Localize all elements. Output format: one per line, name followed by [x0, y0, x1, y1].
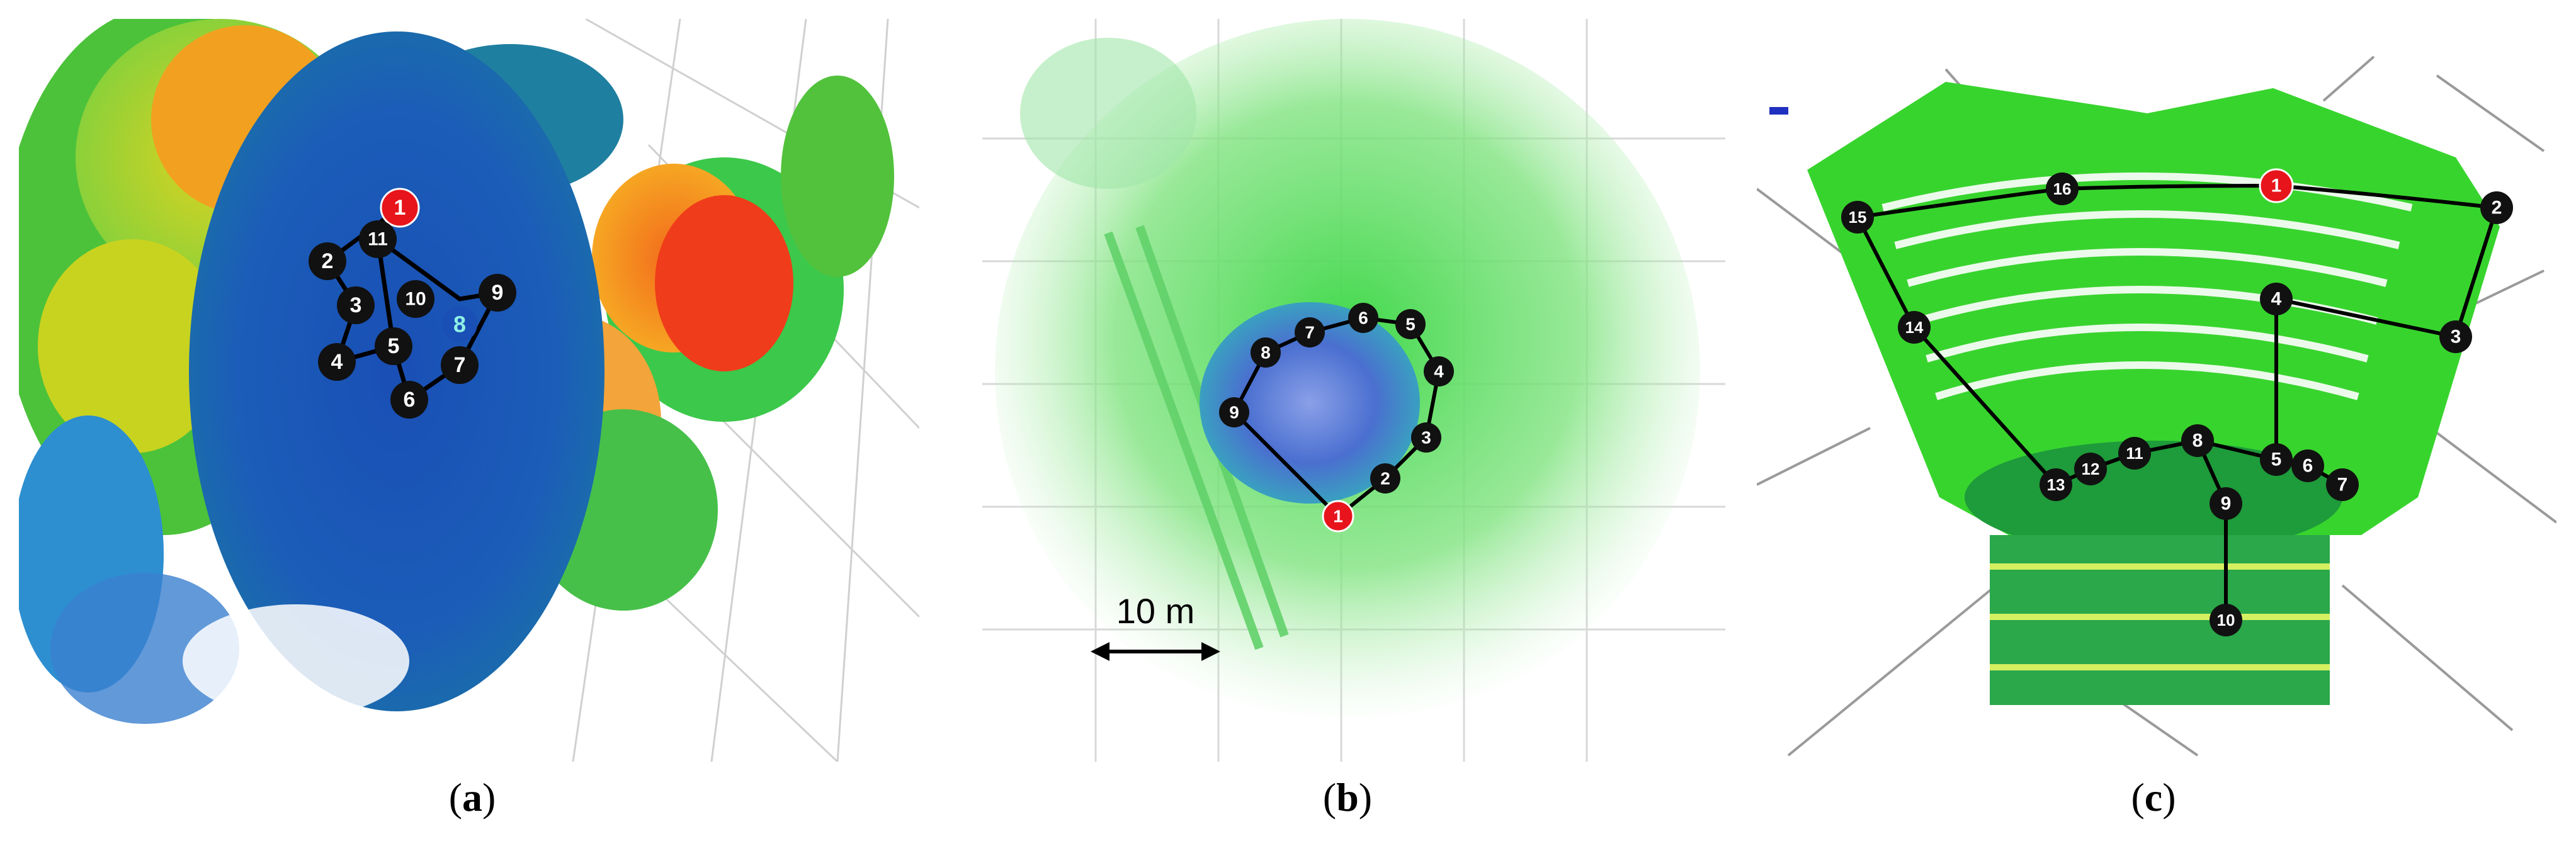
- route-node: 8: [2181, 424, 2214, 457]
- route-node: 1: [380, 188, 420, 228]
- panel-c-caption: (c): [2131, 775, 2176, 820]
- route-node: 4: [1424, 356, 1454, 387]
- route-node: 6: [2291, 449, 2324, 482]
- route-node: 14: [1898, 311, 1931, 344]
- route-node: 2: [1370, 463, 1400, 494]
- panel-c-pointcloud: 1 2 3 4 5 6 7 8 9 10 11 12 13 14 15 16: [1757, 55, 2556, 757]
- svg-text:7: 7: [1305, 323, 1315, 342]
- route-node: 3: [1411, 422, 1441, 453]
- svg-text:14: 14: [1905, 318, 1924, 337]
- svg-text:10: 10: [405, 289, 426, 310]
- svg-text:9: 9: [2221, 494, 2232, 514]
- route-node: 13: [2040, 468, 2072, 501]
- svg-text:4: 4: [2271, 289, 2282, 310]
- svg-text:6: 6: [404, 388, 416, 412]
- scale-bar-label: 10 m: [1116, 591, 1195, 631]
- route-node: 7: [2326, 468, 2359, 501]
- route-node: 3: [2439, 320, 2472, 353]
- route-node: 10: [397, 280, 434, 318]
- svg-text:11: 11: [2126, 444, 2143, 463]
- panel-b-pointcloud: 1 2 3 4 5 6 7 8 9 10 m: [982, 19, 1725, 762]
- route-node: 2: [309, 242, 346, 280]
- route-node: 9: [1219, 397, 1249, 427]
- panel-a-caption: (a): [448, 775, 496, 820]
- svg-text:3: 3: [2451, 327, 2461, 347]
- svg-text:16: 16: [2053, 179, 2072, 198]
- route-node: 9: [479, 274, 516, 312]
- route-node: 11: [2118, 437, 2151, 470]
- svg-text:2: 2: [322, 249, 334, 273]
- svg-text:7: 7: [2337, 475, 2348, 495]
- panel-a-nodes: 1 2 3 4 5 6 7 8 9 10 11: [309, 188, 516, 419]
- svg-text:15: 15: [1849, 208, 1867, 227]
- route-node: 5: [1395, 309, 1426, 339]
- route-node: 3: [337, 286, 375, 324]
- route-node: 15: [1841, 201, 1874, 234]
- route-node: 2: [2480, 191, 2513, 224]
- route-node: 5: [375, 327, 412, 365]
- svg-text:6: 6: [2303, 456, 2313, 477]
- svg-text:3: 3: [350, 293, 362, 317]
- route-node: 4: [318, 343, 356, 381]
- svg-text:5: 5: [1405, 315, 1416, 334]
- svg-text:4: 4: [1434, 362, 1444, 381]
- svg-text:7: 7: [454, 353, 466, 377]
- panel-a-pointcloud: 1 2 3 4 5 6 7 8 9 10 11: [19, 19, 919, 762]
- svg-text:3: 3: [1421, 428, 1431, 448]
- route-node: 8: [1251, 337, 1281, 368]
- panel-b-route: [1232, 315, 1441, 518]
- route-node: 9: [2210, 487, 2242, 520]
- svg-text:2: 2: [1380, 469, 1390, 488]
- svg-text:4: 4: [331, 350, 343, 374]
- route-node: 1: [2259, 168, 2294, 203]
- svg-text:5: 5: [2271, 449, 2282, 470]
- svg-text:10: 10: [2217, 611, 2235, 629]
- svg-text:9: 9: [492, 281, 504, 305]
- svg-text:8: 8: [1261, 343, 1271, 363]
- panel-c-nodes: 1 2 3 4 5 6 7 8 9 10 11 12 13 14 15 16: [1841, 168, 2513, 636]
- svg-text:1: 1: [394, 196, 406, 220]
- route-node: 1: [1322, 500, 1354, 533]
- svg-text:1: 1: [2271, 176, 2282, 196]
- route-node: 5: [2260, 443, 2293, 476]
- svg-text:6: 6: [1358, 308, 1368, 328]
- svg-text:1: 1: [1333, 507, 1343, 526]
- svg-text:8: 8: [453, 312, 466, 337]
- panel-b-caption: (b): [1322, 775, 1373, 820]
- route-node: 7: [441, 346, 479, 384]
- scale-bar: 10 m: [1091, 591, 1220, 661]
- panel-c-route: [1856, 183, 2499, 620]
- svg-text:12: 12: [2082, 460, 2100, 478]
- svg-text:11: 11: [368, 229, 388, 250]
- svg-text:2: 2: [2492, 198, 2502, 218]
- svg-text:13: 13: [2047, 475, 2065, 494]
- route-node: 4: [2260, 283, 2293, 315]
- panel-c-seating: [1807, 82, 2500, 535]
- panel-b: 1 2 3 4 5 6 7 8 9 10 m: [982, 19, 1725, 762]
- svg-text:9: 9: [1229, 403, 1239, 422]
- svg-text:8: 8: [2193, 431, 2203, 451]
- svg-text:5: 5: [388, 334, 400, 358]
- route-node: 16: [2046, 172, 2079, 205]
- route-node: 6: [1348, 303, 1378, 333]
- route-node: 12: [2074, 453, 2107, 485]
- route-node: 7: [1295, 317, 1325, 347]
- route-node: 6: [390, 381, 428, 419]
- route-node: 11: [359, 220, 397, 258]
- route-node: 8: [442, 307, 477, 342]
- panel-a-ground: [189, 31, 604, 711]
- panel-b-nodes: 1 2 3 4 5 6 7 8 9: [1219, 303, 1454, 533]
- panel-c: 1 2 3 4 5 6 7 8 9 10 11 12 13 14 15 16: [1757, 19, 2556, 762]
- panel-a: 1 2 3 4 5 6 7 8 9 10 11: [19, 19, 919, 762]
- route-node: 10: [2210, 604, 2242, 636]
